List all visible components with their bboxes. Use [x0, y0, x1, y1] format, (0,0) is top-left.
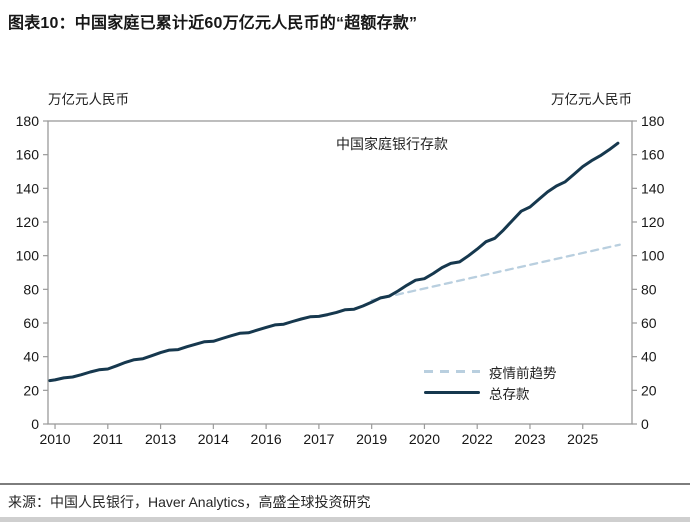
- y-tick-label-right: 60: [641, 315, 657, 331]
- y-tick-label-right: 120: [641, 214, 665, 230]
- y-tick-label-right: 80: [641, 281, 657, 297]
- x-tick-label: 2016: [251, 431, 282, 447]
- y-tick-label-right: 100: [641, 248, 665, 264]
- plot-border: [47, 120, 633, 425]
- solid-line-swatch: [424, 390, 480, 395]
- page-edge-strip: [0, 517, 690, 522]
- y-axis-unit-right: 万亿元人民币: [551, 92, 632, 107]
- x-tick-label: 2011: [93, 431, 123, 447]
- x-tick-label: 2013: [145, 431, 176, 447]
- legend-label-pre-covid-trend: 疫情前趋势: [489, 365, 557, 381]
- chart-title: 图表10：中国家庭已累计近60万亿元人民币的“超额存款”: [8, 15, 418, 32]
- x-tick-label: 2025: [567, 431, 598, 447]
- y-tick-label-right: 180: [641, 113, 665, 129]
- y-tick-label-right: 40: [641, 349, 657, 365]
- x-tick-label: 2019: [356, 431, 387, 447]
- y-tick-label-left: 20: [23, 382, 39, 398]
- x-tick-label: 2017: [303, 431, 334, 447]
- total-deposits-line: [48, 141, 620, 383]
- dashed-line-swatch: [424, 370, 480, 373]
- legend-label-total-deposits: 总存款: [489, 386, 530, 402]
- y-tick-label-left: 100: [16, 248, 40, 264]
- x-tick-label: 2020: [409, 431, 440, 447]
- legend: 疫情前趋势 总存款: [424, 361, 557, 403]
- x-tick-label: 2022: [462, 431, 493, 447]
- legend-item-pre-covid-trend: 疫情前趋势: [424, 361, 557, 382]
- y-tick-label-left: 80: [23, 281, 39, 297]
- y-tick-label-right: 160: [641, 147, 665, 163]
- y-tick-label-left: 160: [16, 147, 40, 163]
- footer-divider: [0, 483, 690, 485]
- y-tick-label-right: 20: [641, 382, 657, 398]
- pre-covid-trend-line: [370, 243, 621, 302]
- x-tick-label: 2010: [39, 431, 70, 447]
- y-tick-label-right: 140: [641, 180, 665, 196]
- y-tick-label-left: 180: [16, 113, 40, 129]
- y-tick-label-right: 0: [641, 416, 649, 432]
- y-tick-label-left: 0: [31, 416, 39, 432]
- y-tick-label-left: 60: [23, 315, 39, 331]
- legend-item-total-deposits: 总存款: [424, 382, 557, 403]
- x-tick-label: 2023: [514, 431, 545, 447]
- chart-annotation: 中国家庭银行存款: [336, 136, 448, 152]
- y-tick-label-left: 120: [16, 214, 40, 230]
- y-axis-unit-left: 万亿元人民币: [48, 92, 129, 107]
- y-tick-label-left: 140: [16, 180, 40, 196]
- x-tick-label: 2014: [198, 431, 229, 447]
- source-note: 来源：中国人民银行，Haver Analytics，高盛全球投资研究: [8, 494, 371, 510]
- y-tick-label-left: 40: [23, 349, 39, 365]
